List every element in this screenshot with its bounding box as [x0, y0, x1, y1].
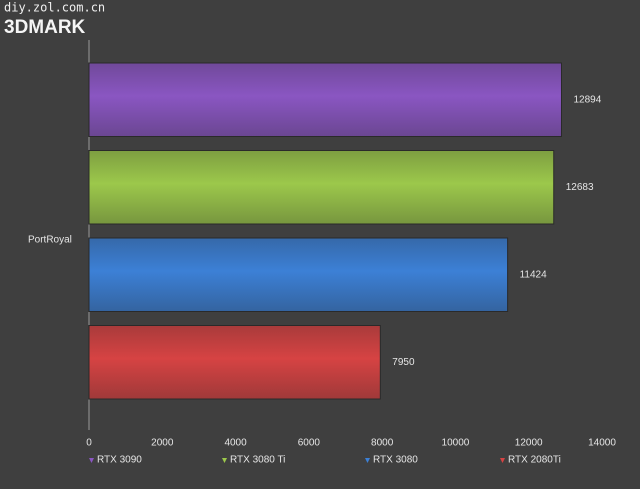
bar — [88, 325, 381, 400]
legend-marker — [500, 458, 505, 463]
x-tick-label: 14000 — [588, 438, 616, 449]
chart-title: 3DMARK — [4, 17, 86, 38]
x-tick-label: 4000 — [224, 438, 247, 449]
legend-label: RTX 3080 — [373, 455, 418, 466]
legend-label: RTX 3090 — [97, 455, 142, 466]
x-tick-label: 0 — [86, 438, 92, 449]
value-label: 12894 — [573, 94, 601, 105]
bar — [88, 150, 555, 225]
bar — [88, 237, 509, 312]
value-label: 7950 — [392, 357, 415, 368]
legend-marker — [222, 458, 227, 463]
bar — [88, 62, 562, 137]
x-tick-label: 6000 — [298, 438, 321, 449]
legend-label: RTX 2080Ti — [508, 455, 561, 466]
watermark: diy.zol.com.cn — [4, 1, 105, 15]
y-tick-label: PortRoyal — [28, 235, 72, 246]
legend-label: RTX 3080 Ti — [230, 455, 285, 466]
x-tick-label: 12000 — [515, 438, 543, 449]
value-label: 12683 — [566, 182, 594, 193]
legend-marker — [89, 458, 94, 463]
x-tick-label: 10000 — [442, 438, 470, 449]
x-tick-label: 8000 — [371, 438, 394, 449]
legend-marker — [365, 458, 370, 463]
x-tick-label: 2000 — [151, 438, 174, 449]
value-label: 11424 — [520, 269, 548, 280]
